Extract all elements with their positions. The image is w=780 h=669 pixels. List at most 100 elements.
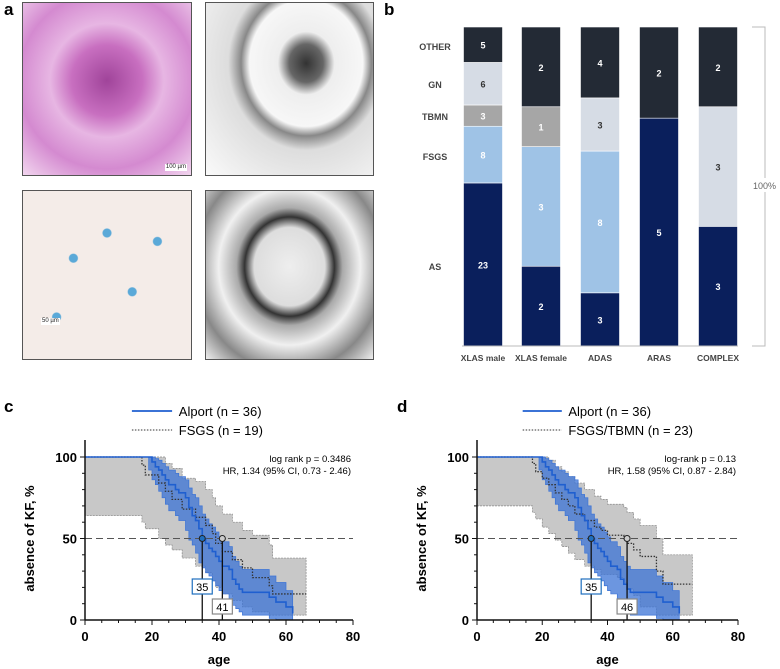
- median-label: 35: [585, 582, 597, 594]
- bar-value-label: 2: [538, 63, 543, 73]
- median-marker: [623, 535, 631, 542]
- bar-value-label: 1: [538, 123, 543, 133]
- legend-label: Alport (n = 36): [568, 404, 651, 419]
- y-tick-label: 100: [447, 450, 469, 465]
- bar-value-label: 2: [656, 69, 661, 79]
- legend-label: FSGS (n = 19): [179, 423, 263, 438]
- median-marker: [218, 535, 226, 542]
- category-label: COMPLEX: [697, 353, 739, 363]
- bar-segment-fsgs: [580, 150, 620, 294]
- y-tick-label: 100: [55, 450, 77, 465]
- bar-segment-fsgs: [463, 125, 503, 184]
- median-label-box: [191, 578, 213, 595]
- km-curve-comparator: [477, 456, 693, 585]
- bar-segment-as: [463, 182, 503, 347]
- bar-value-label: 3: [480, 112, 485, 122]
- bar-value-label: 23: [478, 260, 488, 270]
- bar-segment-gn: [580, 97, 620, 152]
- y-tick-label: 50: [455, 532, 469, 547]
- median-marker: [198, 535, 206, 542]
- x-tick-label: 60: [666, 629, 680, 644]
- panel-label-d: d: [397, 397, 408, 416]
- bar-value-label: 3: [538, 202, 543, 212]
- x-tick-label: 20: [145, 629, 159, 644]
- scale-bar-label: 50 µm: [41, 318, 60, 325]
- y-tick-label: 50: [63, 532, 77, 547]
- panel-label-a: a: [4, 0, 14, 19]
- row-label-tbmn: TBMN: [422, 112, 448, 122]
- scale-bar-label: 100 µm: [164, 164, 187, 171]
- x-tick-label: 80: [731, 629, 745, 644]
- row-label-other: OTHER: [419, 42, 451, 52]
- bar-value-label: 2: [715, 63, 720, 73]
- bar-segment-as: [580, 292, 620, 347]
- row-label-gn: GN: [428, 80, 442, 90]
- stat-annotation: log rank p = 0.3486: [269, 454, 351, 465]
- y-tick-label: 0: [462, 613, 469, 628]
- micrograph-light-hi: 50 µm: [22, 190, 192, 360]
- x-tick-label: 60: [279, 629, 293, 644]
- median-label: 41: [216, 602, 228, 614]
- bar-value-label: 2: [538, 302, 543, 312]
- bar-segment-other: [580, 26, 620, 99]
- bar-value-label: 3: [715, 163, 720, 173]
- category-label: XLAS female: [515, 353, 567, 363]
- y-tick-label: 0: [70, 613, 77, 628]
- x-tick-label: 20: [535, 629, 549, 644]
- panel-label-c: c: [4, 397, 14, 416]
- median-label-box: [580, 578, 602, 595]
- x-tick-label: 0: [81, 629, 88, 644]
- micrograph-pas: 100 µm: [22, 2, 192, 176]
- bar-segment-other: [639, 26, 679, 119]
- median-label: 46: [621, 602, 633, 614]
- bar-value-label: 5: [480, 41, 485, 51]
- stat-annotation: HR, 1.58 (95% CI, 0.87 - 2.84): [608, 466, 736, 477]
- category-label: XLAS male: [461, 353, 506, 363]
- median-marker: [587, 535, 595, 542]
- x-tick-label: 40: [600, 629, 614, 644]
- x-axis-title: age: [208, 652, 230, 667]
- bar-segment-other: [463, 26, 503, 63]
- bar-segment-gn: [463, 62, 503, 106]
- y-axis-title: absence of KF, %: [414, 485, 429, 592]
- x-tick-label: 40: [212, 629, 226, 644]
- row-label-as: AS: [429, 262, 442, 272]
- bracket-label: 100%: [753, 181, 776, 191]
- y-axis-title: absence of KF, %: [22, 485, 37, 592]
- micrograph-em-2: [205, 190, 374, 360]
- bar-value-label: 5: [656, 228, 661, 238]
- bar-segment-as: [639, 117, 679, 347]
- bar-value-label: 3: [597, 315, 602, 325]
- bar-segment-other: [698, 26, 738, 108]
- bar-segment-as: [698, 226, 738, 347]
- micrograph-em-1: [205, 2, 374, 176]
- bracket-label-bg: [752, 178, 780, 192]
- bar-value-label: 4: [597, 58, 602, 68]
- bar-segment-fsgs: [521, 146, 561, 267]
- x-tick-label: 80: [346, 629, 360, 644]
- bar-value-label: 8: [480, 151, 485, 161]
- bar-segment-other: [521, 26, 561, 108]
- median-label-box: [211, 598, 233, 615]
- km-curve-comparator: [85, 456, 307, 595]
- legend-label: Alport (n = 36): [179, 404, 262, 419]
- bar-value-label: 3: [597, 120, 602, 130]
- bar-value-label: 6: [480, 80, 485, 90]
- bar-segment-tbmn: [521, 106, 561, 147]
- stat-annotation: log-rank p = 0.13: [664, 454, 736, 465]
- legend-label: FSGS/TBMN (n = 23): [568, 423, 693, 438]
- x-axis-title: age: [596, 652, 618, 667]
- bar-segment-as: [521, 265, 561, 347]
- median-label-box: [616, 598, 638, 615]
- row-label-fsgs: FSGS: [423, 152, 448, 162]
- category-label: ARAS: [647, 353, 671, 363]
- stat-annotation: HR, 1.34 (95% CI, 0.73 - 2.46): [223, 466, 351, 477]
- bar-value-label: 8: [597, 218, 602, 228]
- category-label: ADAS: [588, 353, 612, 363]
- x-tick-label: 0: [473, 629, 480, 644]
- bar-value-label: 3: [715, 282, 720, 292]
- panel-label-b: b: [384, 0, 395, 19]
- median-label: 35: [196, 582, 208, 594]
